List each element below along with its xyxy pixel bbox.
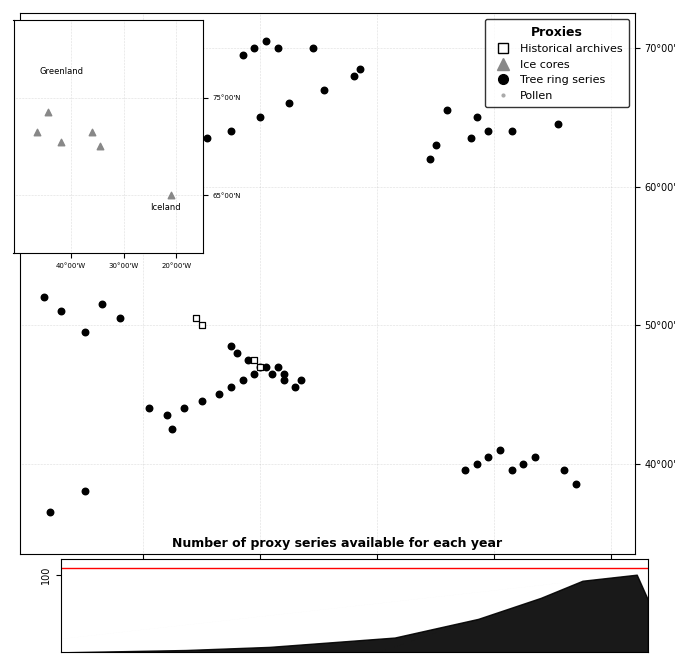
Point [254, 362, 265, 372]
Point [214, 389, 225, 400]
Text: Greenland: Greenland [40, 67, 84, 75]
Point [55, 136, 66, 147]
Point [430, 139, 441, 150]
Point [190, 313, 201, 323]
Point [272, 362, 283, 372]
Point [278, 368, 289, 379]
Text: Number of proxy series available for each year: Number of proxy series available for eac… [172, 538, 503, 550]
Text: Iceland: Iceland [150, 203, 181, 211]
Point [225, 126, 236, 137]
Point [518, 458, 529, 469]
Point [348, 70, 359, 81]
Point [95, 141, 105, 152]
Point [38, 292, 49, 303]
Point [272, 43, 283, 53]
Point [290, 382, 300, 393]
Point [249, 354, 260, 365]
Point [243, 354, 254, 365]
Point [196, 319, 207, 330]
Point [202, 133, 213, 143]
Point [483, 452, 493, 462]
Point [261, 362, 271, 372]
Point [471, 458, 482, 469]
Point [237, 375, 248, 386]
Point [179, 403, 190, 414]
Point [495, 444, 506, 455]
Point [506, 126, 517, 137]
Point [56, 306, 67, 317]
Point [32, 127, 43, 137]
Point [460, 465, 470, 476]
Point [144, 403, 155, 414]
Point [425, 153, 435, 164]
Point [254, 362, 265, 372]
Point [465, 133, 476, 143]
Point [249, 43, 260, 53]
Point [483, 126, 493, 137]
Point [254, 112, 265, 123]
Point [232, 348, 242, 358]
Point [225, 382, 236, 393]
Point [284, 98, 295, 109]
Point [225, 340, 236, 351]
Point [237, 49, 248, 60]
Point [506, 465, 517, 476]
Legend: Historical archives, Ice cores, Tree ring series, Pollen: Historical archives, Ice cores, Tree rin… [485, 19, 629, 107]
Point [296, 375, 306, 386]
Point [278, 375, 289, 386]
Point [161, 410, 172, 420]
Point [97, 299, 107, 309]
Point [249, 368, 260, 379]
Point [319, 84, 330, 95]
Point [43, 107, 53, 118]
Point [114, 313, 125, 323]
Point [44, 507, 55, 518]
Point [530, 452, 541, 462]
Point [79, 486, 90, 497]
Point [553, 119, 564, 129]
Point [87, 127, 98, 137]
Point [79, 327, 90, 338]
Point [196, 396, 207, 407]
Point [267, 368, 277, 379]
Point [307, 43, 318, 53]
Point [559, 465, 570, 476]
Point [471, 112, 482, 123]
Point [261, 36, 271, 47]
Point [165, 189, 176, 200]
Point [167, 424, 178, 434]
Point [442, 105, 453, 115]
Point [570, 479, 581, 490]
Point [354, 63, 365, 74]
